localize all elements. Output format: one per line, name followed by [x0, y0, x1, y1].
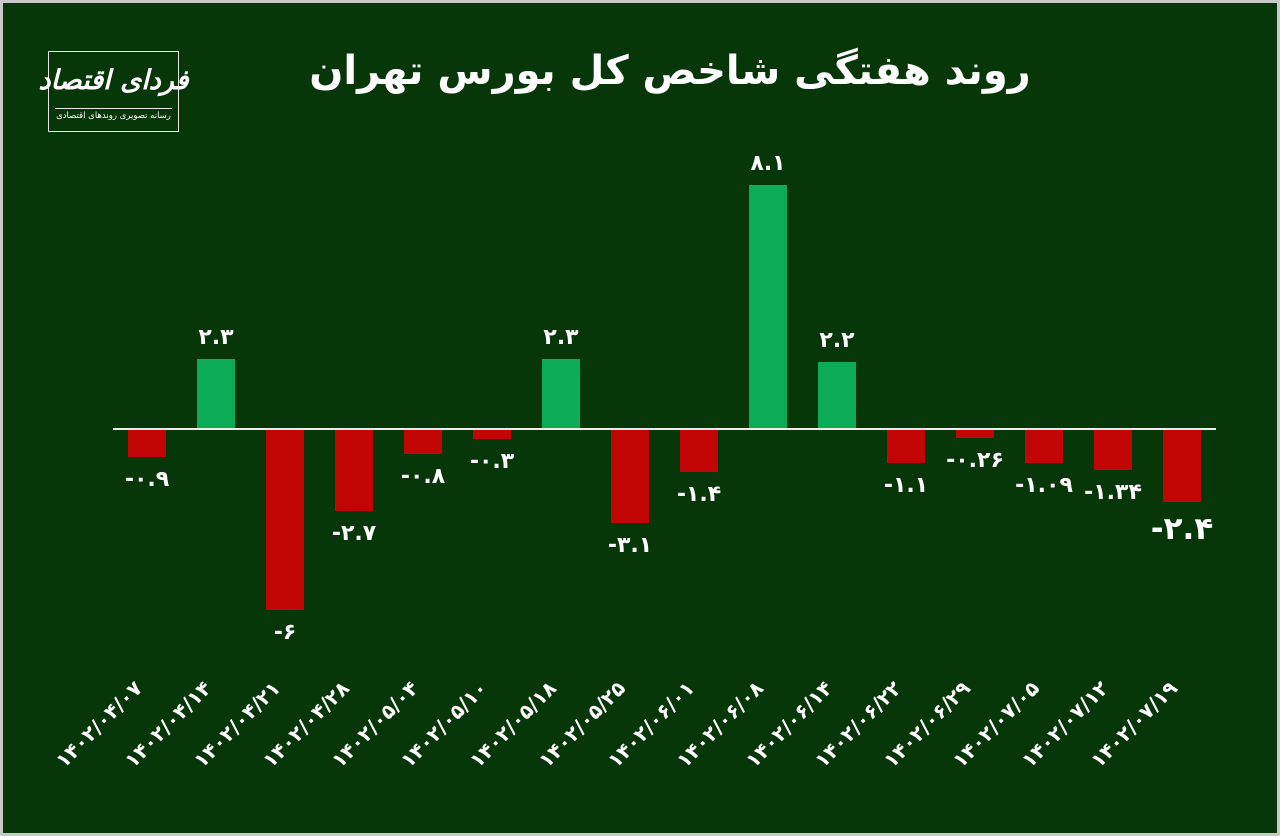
- publisher-logo: فردای اقتصاد رسانه تصویری روندهای اقتصاد…: [38, 51, 189, 132]
- zero-baseline: [113, 428, 1216, 430]
- bar-value-label: ۲.۳: [198, 325, 234, 350]
- bar-value-label: ۲.۳: [543, 325, 579, 350]
- bar-negative: [956, 430, 994, 438]
- bar-value-label: -۱.۰۹: [1015, 472, 1073, 498]
- bar-value-label: ۸.۱: [750, 151, 786, 176]
- publisher-tagline: رسانه تصویری روندهای اقتصادی: [56, 111, 171, 121]
- bar-negative: [473, 430, 511, 439]
- bar-negative: [128, 430, 166, 457]
- bar-value-label: -۰.۳: [469, 449, 515, 474]
- bar-negative: [1094, 430, 1132, 471]
- bar-negative: [1025, 430, 1063, 463]
- bar-value-label: -۰.۹: [124, 467, 170, 492]
- bar-negative: [404, 430, 442, 454]
- bar-negative: [680, 430, 718, 472]
- chart-title: روند هفتگی شاخص کل بورس تهران: [309, 48, 1031, 94]
- bar-value-label: -۳.۱: [607, 533, 653, 558]
- bar-negative: [1163, 430, 1201, 502]
- bar-positive: [542, 359, 580, 428]
- x-axis-date-label: ۱۴۰۲/۰۴/۰۷: [50, 676, 147, 773]
- bar-negative: [266, 430, 304, 610]
- bar-value-label: -۰.۸: [400, 464, 446, 489]
- bar-value-label: -۱.۴: [676, 482, 722, 507]
- bar-value-label: -۰.۲۶: [946, 447, 1004, 473]
- bar-value-label: -۲.۴: [1150, 511, 1214, 547]
- bar-positive: [749, 185, 787, 428]
- bar-negative: [335, 430, 373, 511]
- bar-value-label: -۱.۱: [883, 473, 929, 498]
- bar-chart: -۰.۹ ۱۴۰۲/۰۴/۰۷ ۲.۳ ۱۴۰۲/۰۴/۱۴ -۶ ۱۴۰۲/۰۴/۲۱-…: [3, 3, 1277, 833]
- publisher-brand-name: فردای اقتصاد: [38, 65, 189, 96]
- bar-value-label: -۲.۷: [331, 521, 377, 546]
- bar-value-label: -۱.۳۴: [1084, 480, 1142, 506]
- bar-negative: [611, 430, 649, 523]
- bar-positive: [818, 362, 856, 428]
- bar-negative: [887, 430, 925, 463]
- bar-value-label: ۲.۲: [819, 328, 855, 353]
- bar-positive: [197, 359, 235, 428]
- logo-divider: [55, 108, 172, 109]
- bar-value-label: -۶: [273, 620, 297, 645]
